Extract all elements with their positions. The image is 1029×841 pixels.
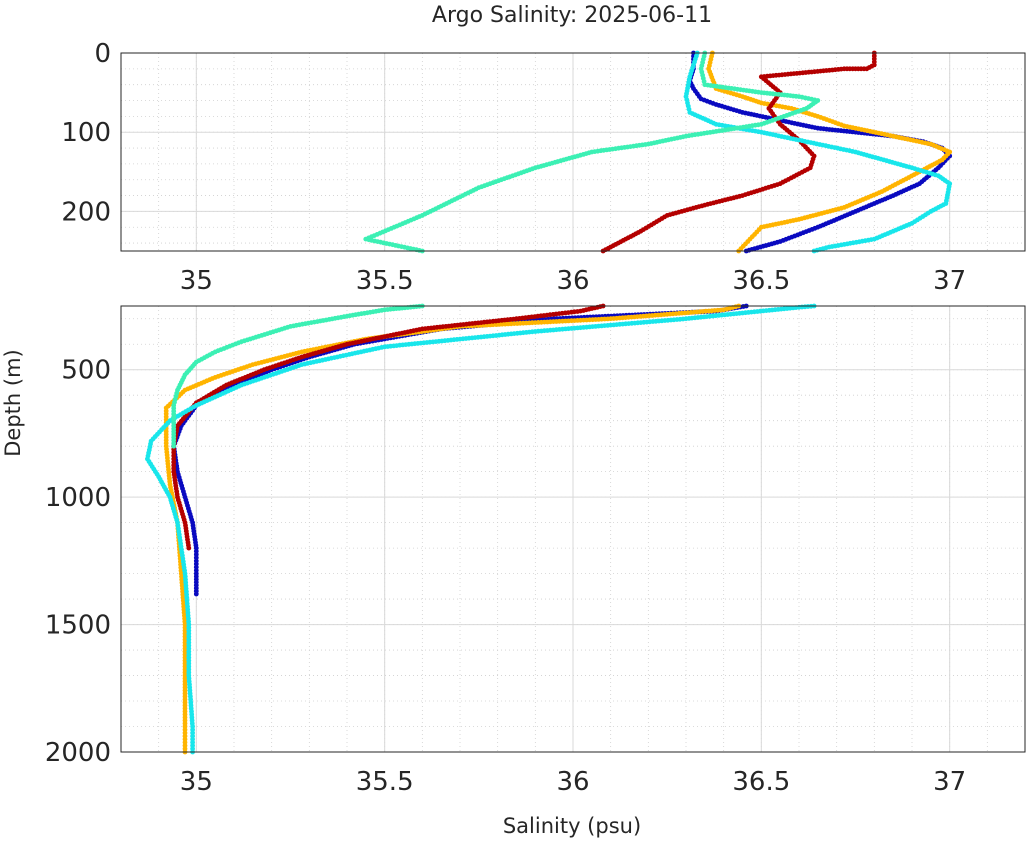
x-tick-label: 36 (556, 266, 589, 296)
series-3 (171, 303, 606, 551)
y-tick-label: 1500 (45, 611, 111, 641)
chart-title: Argo Salinity: 2025-06-11 (432, 3, 712, 28)
series-5 (363, 50, 821, 254)
x-tick-label: 36 (556, 767, 589, 797)
bottom-data-points (145, 303, 817, 755)
y-tick-label: 500 (61, 356, 111, 386)
bottom-plot-frame (120, 305, 1026, 753)
bottom-tick-labels: 35 35.5 36 36.5 37 500 1000 1500 2000 (45, 356, 966, 797)
x-tick-label: 37 (933, 767, 966, 797)
series-4 (145, 303, 817, 755)
x-tick-label: 37 (933, 266, 966, 296)
x-tick-label: 36.5 (732, 767, 790, 797)
x-tick-label: 35.5 (356, 266, 414, 296)
y-tick-label: 2000 (45, 738, 111, 768)
x-axis-label: Salinity (psu) (503, 814, 641, 838)
series-5 (171, 303, 425, 449)
x-tick-label: 35 (180, 767, 213, 797)
y-tick-label: 100 (61, 118, 111, 148)
x-tick-label: 35 (180, 266, 213, 296)
top-plot-frame (120, 52, 1026, 252)
data-point (171, 443, 177, 449)
data-point (186, 545, 192, 551)
y-tick-label: 1000 (45, 483, 111, 513)
top-depth-panel: 35 35.5 36 36.5 37 0 100 200 (61, 39, 1026, 296)
top-data-points (363, 50, 953, 254)
top-tick-labels: 35 35.5 36 36.5 37 0 100 200 (61, 39, 966, 296)
x-tick-label: 36.5 (732, 266, 790, 296)
series-2 (706, 50, 953, 254)
y-tick-label: 0 (94, 39, 111, 69)
data-point (193, 591, 199, 597)
x-tick-label: 35.5 (356, 767, 414, 797)
bottom-depth-panel: 35 35.5 36 36.5 37 500 1000 1500 2000 (45, 303, 1026, 797)
y-tick-label: 200 (61, 197, 111, 227)
y-axis-label: Depth (m) (1, 349, 25, 456)
